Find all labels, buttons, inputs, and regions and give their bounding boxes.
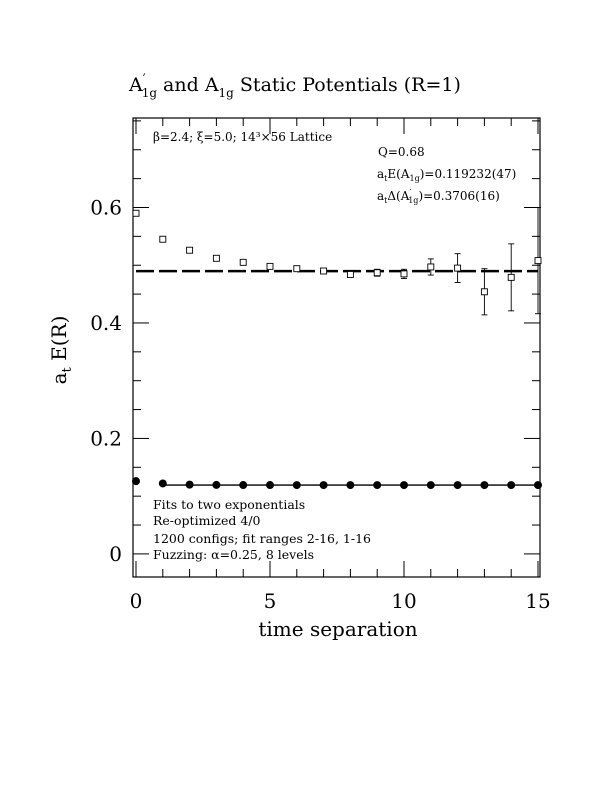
point-ground — [480, 481, 489, 490]
gap-energy-middle: Δ(A — [387, 189, 409, 203]
point-excited — [373, 269, 381, 277]
point-excited — [159, 235, 167, 243]
title-prefix: A — [128, 74, 143, 96]
gap-energy-prefix-sub: t — [384, 196, 388, 205]
note-fit-model: Fits to two exponentials — [153, 497, 305, 512]
gap-energy-middle-sub: 1g — [408, 196, 418, 205]
ground-energy-middle: E(A — [387, 167, 409, 181]
x-tick-label: 10 — [391, 589, 416, 613]
ground-energy-suffix: )=0.119232(47) — [420, 167, 517, 181]
y-axis-label-suffix: E(R) — [47, 316, 71, 368]
point-ground — [534, 481, 542, 490]
y-axis-label-prefix: a — [47, 372, 71, 384]
point-ground — [266, 481, 274, 490]
ground-energy: atE(A1g)=0.119232(47) — [377, 167, 516, 183]
point-excited — [239, 258, 247, 266]
y-axis-label-sub: t — [60, 366, 75, 372]
point-ground — [212, 480, 221, 489]
point-excited — [454, 264, 462, 272]
point-ground — [400, 481, 408, 490]
y-tick-label: 0 — [109, 542, 122, 566]
ground-energy-prefix-sub: t — [384, 174, 388, 183]
title-middle: and A — [157, 74, 219, 96]
point-excited — [480, 288, 488, 296]
point-ground — [507, 481, 516, 490]
point-ground — [158, 479, 167, 488]
point-excited — [507, 273, 515, 281]
point-ground — [132, 477, 140, 486]
point-excited — [212, 254, 220, 262]
x-axis-label: time separation — [258, 617, 417, 641]
title-prefix-sup: ′ — [143, 72, 146, 87]
ground-energy-prefix: a — [377, 167, 384, 181]
lattice-params: β=2.4; ξ=5.0; 14³×56 Lattice — [153, 130, 332, 144]
point-ground — [346, 481, 355, 490]
note-configs: 1200 configs; fit ranges 2-16, 1-16 — [153, 531, 371, 546]
tick-marks — [133, 118, 540, 577]
x-tick-label: 5 — [264, 589, 277, 613]
x-tick-label: 15 — [525, 589, 550, 613]
ground-energy-middle-sub: 1g — [409, 174, 419, 183]
data-points — [132, 207, 542, 490]
y-axis-label: at E(R) — [47, 316, 75, 385]
y-tick-label: 0.2 — [90, 426, 122, 450]
point-ground — [426, 481, 435, 490]
point-excited — [346, 271, 354, 278]
note-optimization: Re-optimized 4/0 — [153, 513, 261, 528]
fit-lines — [136, 269, 538, 486]
x-tick-label: 0 — [130, 589, 143, 613]
title-prefix-sub: 1g — [142, 86, 158, 100]
title-middle-sub: 1g — [219, 86, 235, 100]
gap-energy-middle-sup: ′ — [409, 188, 411, 197]
point-ground — [292, 481, 301, 490]
point-excited — [132, 209, 140, 217]
point-excited — [534, 257, 542, 265]
y-tick-label: 0.6 — [90, 195, 122, 219]
gap-energy-suffix: )=0.3706(16) — [418, 189, 499, 203]
fit-quality: Q=0.68 — [378, 145, 425, 159]
point-ground — [185, 480, 194, 489]
gap-energy-prefix: a — [377, 189, 384, 203]
point-excited — [266, 262, 274, 270]
plot-frame — [132, 117, 541, 578]
tick-labels: 0 0.2 0.4 0.6 0 5 10 15 — [90, 195, 551, 613]
point-excited — [400, 270, 408, 278]
point-ground — [453, 481, 462, 490]
point-excited — [293, 265, 301, 273]
gap-energy: atΔ(A′ 1g)=0.3706(16) — [377, 188, 500, 205]
point-excited — [186, 246, 194, 254]
point-ground — [239, 481, 248, 490]
point-excited — [427, 263, 435, 271]
title-suffix: Static Potentials (R=1) — [234, 74, 461, 96]
chart-title: A′ 1g and A1g Static Potentials (R=1) — [128, 72, 461, 100]
point-ground — [319, 481, 328, 490]
point-excited — [320, 267, 328, 275]
point-ground — [373, 481, 382, 490]
y-tick-label: 0.4 — [90, 311, 122, 335]
note-fuzzing: Fuzzing: α=0.25, 8 levels — [153, 547, 314, 562]
